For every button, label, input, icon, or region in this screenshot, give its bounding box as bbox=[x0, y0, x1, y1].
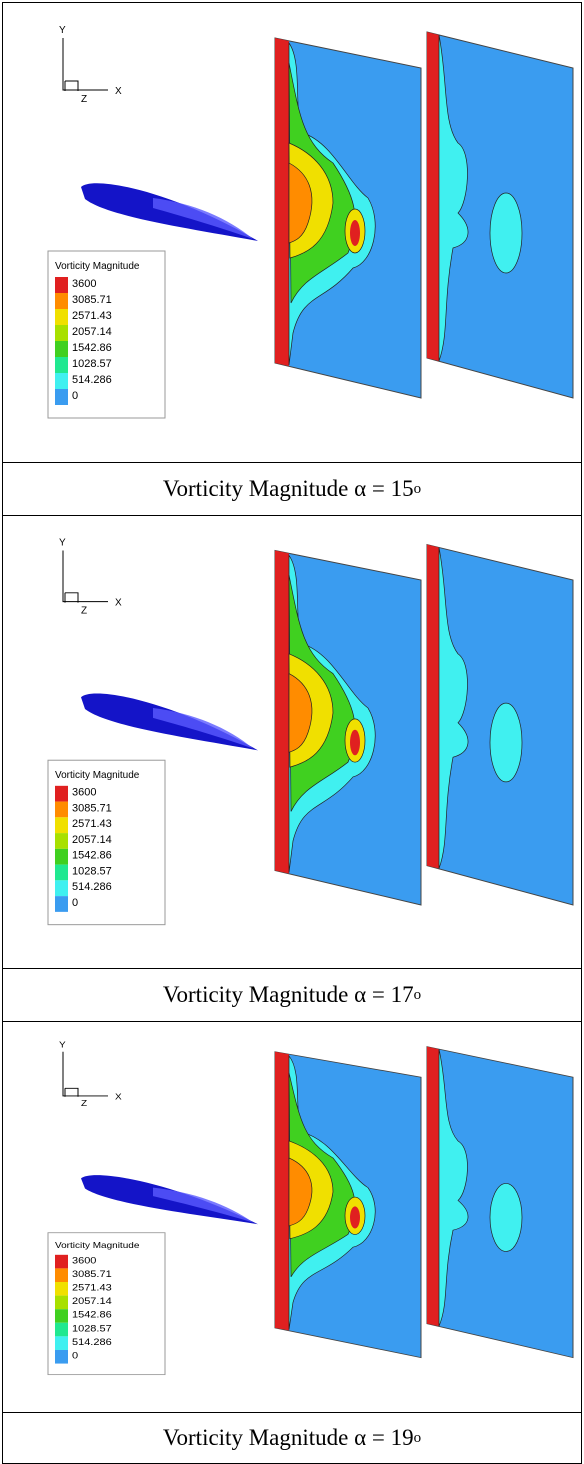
plane-edge bbox=[427, 1047, 439, 1327]
legend-swatch bbox=[55, 1336, 68, 1350]
legend-level: 3600 bbox=[72, 787, 96, 799]
caption-text: Vorticity Magnitude α = 15 bbox=[163, 476, 414, 502]
simulation-image: Y X Z Vorticity Magnitude 3600 3085.71 2571.43… bbox=[3, 1022, 581, 1413]
caption-superscript: o bbox=[414, 987, 422, 1004]
caption-text: Vorticity Magnitude α = 17 bbox=[163, 982, 414, 1008]
legend-level: 0 bbox=[72, 1351, 78, 1361]
legend-swatch bbox=[55, 833, 68, 849]
contour bbox=[490, 1183, 522, 1251]
simulation-image: Y X Z Vorticity Magnitude 3600 3085.71 2571.43… bbox=[3, 3, 581, 463]
legend-level: 3085.71 bbox=[72, 1270, 112, 1280]
legend-swatch bbox=[55, 1255, 68, 1269]
plane-edge bbox=[275, 1052, 289, 1331]
axis-label-x: X bbox=[115, 86, 122, 97]
legend-level: 3085.71 bbox=[72, 294, 112, 306]
legend-level: 0 bbox=[72, 390, 78, 402]
legend-swatch bbox=[55, 277, 68, 293]
contour bbox=[490, 703, 522, 782]
legend-swatch bbox=[55, 865, 68, 881]
legend-swatch bbox=[55, 389, 68, 405]
axis-label-x: X bbox=[115, 598, 122, 609]
axis-label-z: Z bbox=[81, 1099, 87, 1108]
legend-level: 514.286 bbox=[72, 1338, 112, 1348]
legend-level: 3600 bbox=[72, 1256, 97, 1266]
legend-swatch bbox=[55, 1268, 68, 1282]
axis-label-y: Y bbox=[59, 25, 66, 36]
figure: Y X Z Vorticity Magnitude 3600 3085.71 2571.43… bbox=[2, 2, 582, 1464]
legend-swatch bbox=[55, 802, 68, 818]
contour bbox=[490, 193, 522, 273]
legend-level: 3600 bbox=[72, 278, 96, 290]
axis-triad bbox=[63, 550, 108, 602]
legend-swatch bbox=[55, 373, 68, 389]
axis-triad bbox=[63, 1052, 108, 1097]
legend-swatch bbox=[55, 1350, 68, 1364]
plane-edge bbox=[275, 550, 289, 873]
legend-level: 2571.43 bbox=[72, 818, 112, 830]
legend-title: Vorticity Magnitude bbox=[55, 1241, 139, 1250]
legend-swatch bbox=[55, 1309, 68, 1323]
legend-level: 2057.14 bbox=[72, 834, 112, 846]
contour bbox=[350, 220, 360, 246]
caption-text: Vorticity Magnitude α = 19 bbox=[163, 1425, 414, 1451]
legend-swatch bbox=[55, 325, 68, 341]
legend-level: 1028.57 bbox=[72, 866, 112, 878]
contour bbox=[350, 1206, 360, 1228]
legend-level: 514.286 bbox=[72, 881, 112, 893]
legend-level: 514.286 bbox=[72, 374, 112, 386]
axis-label-y: Y bbox=[59, 1040, 66, 1049]
legend-level: 2571.43 bbox=[72, 1283, 112, 1293]
legend-level: 2057.14 bbox=[72, 326, 112, 338]
axis-label-z: Z bbox=[81, 606, 87, 617]
plane-edge bbox=[427, 32, 439, 361]
legend-title: Vorticity Magnitude bbox=[55, 770, 140, 781]
legend-level: 1028.57 bbox=[72, 358, 112, 370]
legend-swatch bbox=[55, 309, 68, 325]
legend-swatch bbox=[55, 817, 68, 833]
legend-title: Vorticity Magnitude bbox=[55, 261, 140, 272]
axis-label-x: X bbox=[115, 1092, 122, 1101]
contour bbox=[350, 730, 360, 756]
legend-swatch bbox=[55, 896, 68, 912]
plane-edge bbox=[275, 38, 289, 366]
axis-label-y: Y bbox=[59, 538, 66, 549]
legend-level: 1542.86 bbox=[72, 850, 112, 862]
legend-level: 2571.43 bbox=[72, 310, 112, 322]
legend-level: 0 bbox=[72, 897, 78, 909]
caption-superscript: o bbox=[414, 481, 422, 498]
legend-level: 1542.86 bbox=[72, 342, 112, 354]
simulation-image: Y X Z Vorticity Magnitude 3600 3085.71 2571.43… bbox=[3, 516, 581, 969]
legend-level: 3085.71 bbox=[72, 802, 112, 814]
legend-swatch bbox=[55, 357, 68, 373]
axis-triad bbox=[63, 38, 108, 91]
legend-swatch bbox=[55, 341, 68, 357]
legend-level: 1542.86 bbox=[72, 1310, 112, 1320]
legend-swatch bbox=[55, 1323, 68, 1337]
legend-swatch bbox=[55, 786, 68, 802]
plane-edge bbox=[427, 545, 439, 869]
axis-label-z: Z bbox=[81, 94, 87, 105]
legend-swatch bbox=[55, 880, 68, 896]
legend-level: 1028.57 bbox=[72, 1324, 112, 1334]
legend-level: 2057.14 bbox=[72, 1297, 112, 1307]
legend-swatch bbox=[55, 293, 68, 309]
legend-swatch bbox=[55, 1282, 68, 1296]
legend-swatch bbox=[55, 849, 68, 865]
legend-swatch bbox=[55, 1296, 68, 1310]
caption-superscript: o bbox=[414, 1430, 422, 1447]
